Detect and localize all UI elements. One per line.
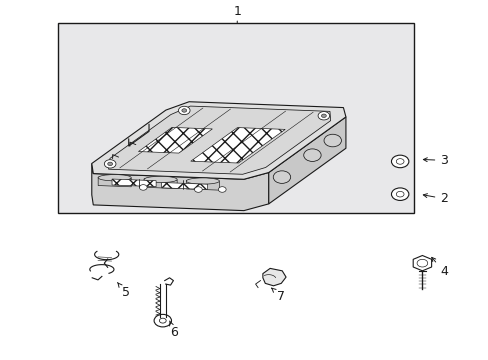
Text: 4: 4 (431, 257, 447, 278)
Text: 3: 3 (423, 154, 447, 167)
Circle shape (159, 318, 166, 323)
Circle shape (107, 162, 112, 166)
Circle shape (416, 259, 427, 267)
Circle shape (303, 149, 321, 161)
Circle shape (182, 109, 186, 112)
Text: 5: 5 (117, 283, 130, 299)
Polygon shape (108, 106, 330, 174)
Circle shape (391, 188, 408, 201)
Circle shape (178, 106, 190, 114)
Bar (58, 23, 413, 213)
Circle shape (395, 192, 403, 197)
Circle shape (324, 134, 341, 147)
Polygon shape (268, 117, 345, 204)
Polygon shape (138, 127, 212, 153)
Circle shape (194, 187, 202, 192)
Polygon shape (98, 177, 131, 187)
Circle shape (273, 171, 290, 183)
Text: 2: 2 (423, 192, 447, 205)
Ellipse shape (98, 175, 131, 181)
Text: 6: 6 (169, 321, 178, 339)
Circle shape (321, 114, 325, 117)
Ellipse shape (144, 176, 177, 183)
Circle shape (391, 155, 408, 168)
Polygon shape (112, 179, 156, 186)
Polygon shape (92, 102, 345, 179)
Polygon shape (412, 256, 431, 271)
Circle shape (139, 185, 147, 190)
Circle shape (317, 112, 329, 120)
Text: 1: 1 (233, 5, 241, 18)
Polygon shape (144, 179, 177, 189)
Polygon shape (186, 180, 219, 190)
Circle shape (395, 159, 403, 164)
Text: 7: 7 (271, 288, 284, 303)
Circle shape (154, 314, 171, 327)
Polygon shape (162, 183, 207, 190)
Polygon shape (92, 163, 268, 211)
Polygon shape (190, 127, 285, 163)
Circle shape (218, 187, 225, 192)
Ellipse shape (186, 178, 219, 184)
Polygon shape (263, 269, 285, 286)
Circle shape (104, 160, 116, 168)
